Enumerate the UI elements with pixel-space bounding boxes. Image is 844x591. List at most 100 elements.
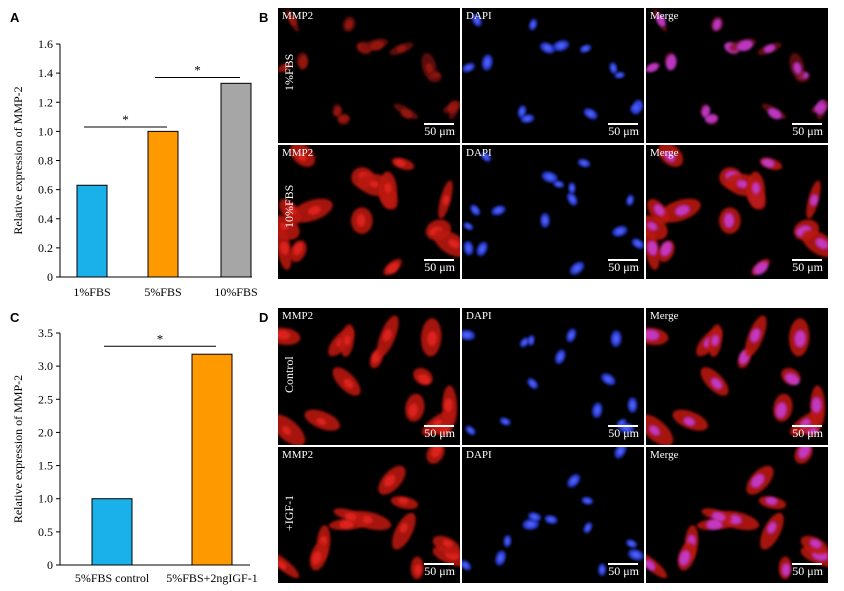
scale-bar bbox=[608, 122, 638, 125]
y-tick-label: 0.6 bbox=[38, 183, 53, 197]
scale-label: 50 μm bbox=[424, 123, 455, 138]
micrograph-b-r2-mmp2: MMP2 50 μm 10%FBS bbox=[278, 144, 460, 279]
y-axis-label: Relative expression of MMP-2 bbox=[11, 86, 25, 234]
y-tick-label: 1.0 bbox=[38, 124, 53, 138]
y-tick-label: 1.6 bbox=[38, 37, 53, 51]
row-condition-label: 1%FBS bbox=[282, 54, 296, 92]
significance-star: * bbox=[157, 331, 164, 346]
scale-bar bbox=[608, 563, 638, 565]
micrograph-d-r2-mmp2: MMP2 50 μm +IGF-1 bbox=[278, 446, 460, 583]
channel-label: DAPI bbox=[466, 448, 492, 461]
panel-letter-b: B bbox=[259, 10, 269, 25]
scale-bar bbox=[792, 259, 822, 261]
micrograph-grid-d: MMP2 50 μm Control DAPI 50 μm Merge 50 μm MMP2 5… bbox=[278, 308, 828, 583]
scale-label: 50 μm bbox=[792, 123, 823, 138]
micrograph-d-r1-dapi: DAPI 50 μm bbox=[462, 308, 644, 445]
scale-label: 50 μm bbox=[424, 564, 455, 578]
scale-bar bbox=[792, 424, 822, 427]
scale-label: 50 μm bbox=[608, 260, 639, 274]
y-tick-label: 3.5 bbox=[38, 326, 53, 340]
x-tick-label: 1%FBS bbox=[73, 285, 110, 299]
cell-staining bbox=[278, 446, 460, 579]
cell-staining bbox=[646, 144, 828, 275]
micrograph-d-r2-dapi: DAPI 50 μm bbox=[462, 446, 644, 583]
cell-staining bbox=[462, 14, 643, 123]
scale-label: 50 μm bbox=[792, 260, 823, 274]
y-tick-label: 1.0 bbox=[38, 492, 53, 506]
scale-bar bbox=[792, 122, 822, 125]
cell-staining bbox=[462, 446, 644, 576]
scale-bar bbox=[608, 424, 638, 427]
panel-letter-c: C bbox=[10, 310, 20, 325]
y-tick-label: 0.2 bbox=[38, 241, 53, 255]
bar-5-fbs-control bbox=[91, 498, 133, 566]
scale-bar bbox=[792, 563, 822, 565]
scale-label: 50 μm bbox=[608, 425, 639, 440]
bar-10-fbs bbox=[220, 82, 252, 278]
micrograph-d-r1-mmp2: MMP2 50 μm Control bbox=[278, 308, 460, 445]
row-condition-label: 10%FBS bbox=[282, 184, 296, 228]
channel-label: DAPI bbox=[466, 310, 492, 322]
row-condition-label: Control bbox=[282, 355, 296, 393]
bar-1-fbs bbox=[76, 184, 108, 278]
scale-bar bbox=[424, 424, 454, 427]
scale-label: 50 μm bbox=[792, 564, 823, 578]
y-tick-label: 0.8 bbox=[38, 154, 53, 168]
y-tick-label: 0.5 bbox=[38, 525, 53, 539]
panel-letter-a: A bbox=[10, 10, 20, 25]
y-tick-label: 2.5 bbox=[38, 392, 53, 406]
channel-label: MMP2 bbox=[282, 310, 314, 322]
micrograph-b-r2-merge: Merge 50 μm bbox=[646, 144, 828, 279]
bar-5-fbs bbox=[147, 130, 179, 278]
channel-label: DAPI bbox=[466, 146, 492, 159]
scale-bar bbox=[424, 259, 454, 261]
y-tick-label: 1.2 bbox=[38, 95, 53, 109]
channel-label: MMP2 bbox=[282, 448, 314, 461]
scale-label: 50 μm bbox=[792, 425, 823, 440]
y-tick-label: 0.4 bbox=[38, 212, 53, 226]
bar-chart-igf: 0 0.5 1.0 1.5 2.0 2.5 3.0 3.5 Relative expressio… bbox=[11, 326, 258, 585]
significance-star: * bbox=[122, 112, 129, 127]
scale-bar bbox=[608, 259, 638, 261]
x-tick-label: 5%FBS+2ngIGF-1 bbox=[166, 571, 257, 585]
micrograph-b-r1-dapi: DAPI 50 μm bbox=[462, 8, 644, 143]
scale-label: 50 μm bbox=[424, 260, 455, 274]
bar-chart-fbs: 0 0.2 0.4 0.6 0.8 1.0 1.2 1.4 1.6 Relative expres… bbox=[11, 37, 258, 299]
channel-label: DAPI bbox=[466, 10, 492, 22]
significance-star: * bbox=[194, 62, 201, 77]
cell-staining bbox=[646, 446, 828, 579]
micrograph-b-r1-mmp2: MMP2 50 μm 1%FBS bbox=[278, 8, 460, 143]
panel-letter-d: D bbox=[259, 310, 269, 325]
cell-staining bbox=[278, 8, 460, 126]
x-tick-label: 5%FBS bbox=[144, 285, 181, 299]
y-tick-label: 1.5 bbox=[38, 459, 53, 473]
cell-staining bbox=[278, 144, 460, 275]
channel-label: Merge bbox=[650, 146, 679, 159]
scale-label: 50 μm bbox=[608, 123, 639, 138]
y-tick-label: 0 bbox=[47, 270, 53, 284]
cell-staining bbox=[646, 8, 828, 126]
bar-5-fbs-2ngigf-1 bbox=[191, 353, 233, 566]
scale-bar bbox=[424, 122, 454, 125]
micrograph-b-r1-merge: Merge 50 μm bbox=[646, 8, 828, 143]
channel-label: Merge bbox=[650, 310, 679, 322]
y-tick-label: 2.0 bbox=[38, 425, 53, 439]
channel-label: MMP2 bbox=[282, 146, 314, 159]
row-condition-label: +IGF-1 bbox=[282, 495, 296, 532]
channel-label: Merge bbox=[650, 10, 679, 22]
micrograph-b-r2-dapi: DAPI 50 μm bbox=[462, 144, 644, 279]
cell-staining bbox=[646, 315, 826, 445]
scale-label: 50 μm bbox=[608, 564, 639, 578]
y-tick-label: 0 bbox=[47, 558, 53, 572]
y-axis-label: Relative expression of MMP-2 bbox=[11, 375, 25, 523]
scale-label: 50 μm bbox=[424, 425, 455, 440]
cell-staining bbox=[462, 328, 638, 436]
y-tick-label: 1.4 bbox=[38, 66, 53, 80]
scale-bar bbox=[424, 563, 454, 565]
channel-label: MMP2 bbox=[282, 10, 314, 22]
micrograph-grid-b: MMP2 50 μm 1%FBS DAPI 50 μm Merge 50 μm MMP2 50 … bbox=[278, 8, 828, 279]
x-tick-label: 10%FBS bbox=[214, 285, 257, 299]
micrograph-d-r2-merge: Merge 50 μm bbox=[646, 446, 828, 583]
y-tick-label: 3.0 bbox=[38, 359, 53, 373]
channel-label: Merge bbox=[650, 448, 679, 461]
